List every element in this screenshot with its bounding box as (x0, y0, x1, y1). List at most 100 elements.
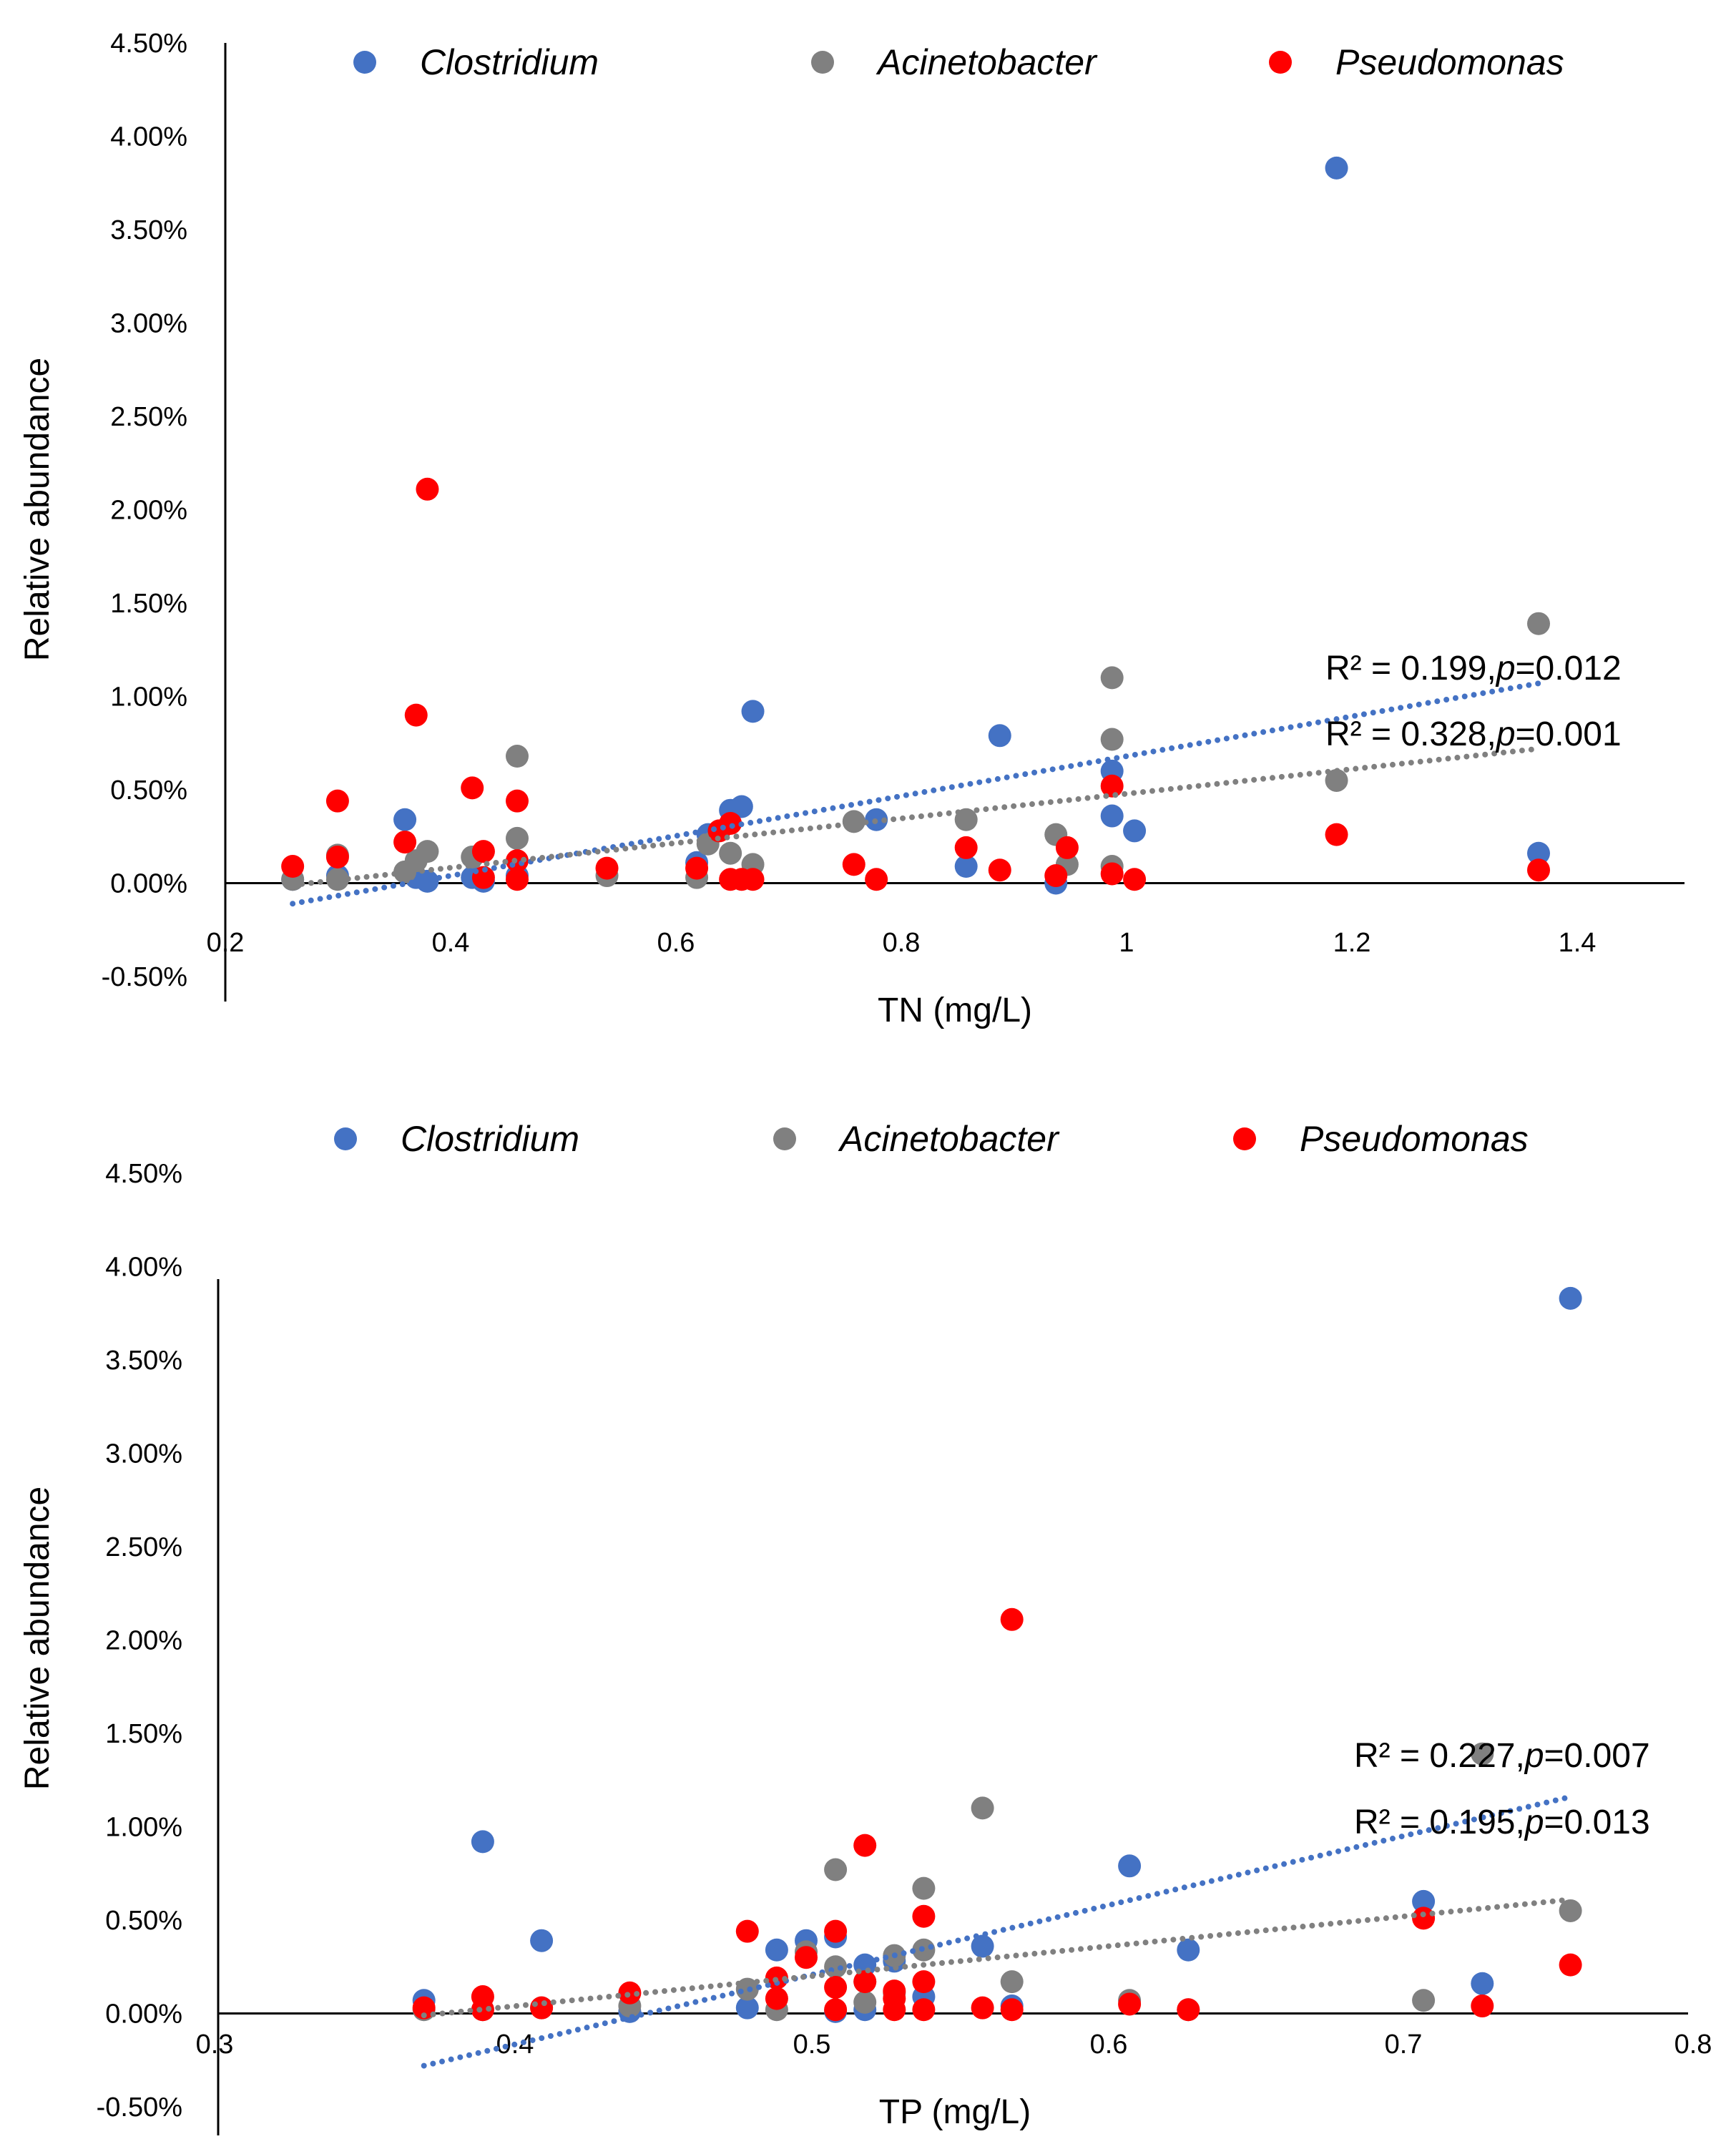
trendline (290, 745, 1541, 889)
data-point (1044, 864, 1068, 888)
data-point (824, 1955, 848, 1979)
legend-label: Clostridium (401, 1119, 579, 1159)
data-point (1123, 819, 1147, 843)
data-point (1527, 841, 1550, 865)
data-point (765, 1987, 788, 2010)
legend-marker (1233, 1127, 1256, 1150)
data-point (971, 1934, 994, 1958)
data-point (506, 826, 529, 850)
data-point (765, 1938, 788, 1962)
data-point (735, 1996, 759, 2020)
y-tick-label: 1.50% (105, 1719, 182, 1749)
y-tick-label: 4.00% (110, 122, 187, 152)
data-point (1123, 868, 1147, 891)
x-tick-label: 0.8 (1674, 2030, 1712, 2060)
data-point (1118, 1854, 1142, 1878)
data-point (1118, 1992, 1142, 2016)
p-value-label: =0.012 (1516, 650, 1622, 687)
p-symbol: p (1495, 650, 1516, 687)
data-point (506, 789, 529, 813)
p-value-label: =0.013 (1544, 1803, 1650, 1841)
data-point (393, 831, 417, 854)
y-tick-label: -0.50% (102, 962, 187, 992)
tn-scatter-chart: -0.50% 0.00% 0.50% 1.00% 1.50% 2.00% 2.50% 3.00… (19, 29, 1684, 1029)
data-point (471, 1830, 494, 1854)
legend-label: Pseudomonas (1335, 42, 1564, 82)
data-point (971, 1996, 994, 2020)
x-tick-label: 1 (1119, 928, 1134, 958)
trendline-annotation: R² = 0.199,p=0.012 (1325, 650, 1622, 687)
data-point (1559, 1953, 1582, 1977)
data-point (1000, 1607, 1024, 1631)
data-point (1412, 1889, 1436, 1913)
data-point (1527, 858, 1550, 882)
data-point (1000, 1998, 1024, 2022)
data-point (741, 700, 765, 723)
data-point (865, 868, 888, 891)
data-point (883, 1998, 906, 2022)
x-axis-label: TP (mg/L) (879, 2093, 1031, 2131)
x-axis-label: TN (mg/L) (878, 992, 1032, 1029)
p-value-label: =0.007 (1544, 1737, 1650, 1775)
data-point (842, 853, 865, 876)
legend-marker (811, 51, 834, 74)
r-squared-label: R² = 0.227, (1354, 1737, 1525, 1775)
x-tick-label: 0.4 (432, 928, 470, 958)
p-symbol: p (1524, 1737, 1544, 1775)
legend-label: Acinetobacter (876, 42, 1098, 82)
data-point (853, 1970, 877, 1994)
data-point (461, 776, 484, 800)
p-value-label: =0.001 (1516, 715, 1622, 753)
y-tick-label: 4.50% (110, 29, 187, 59)
y-tick-label: 0.00% (105, 2000, 182, 2030)
x-tick-label: 1.4 (1559, 928, 1597, 958)
data-point (685, 856, 709, 880)
data-point (530, 1929, 554, 1952)
y-tick-label: 1.00% (110, 682, 187, 713)
data-point (1000, 1970, 1024, 1994)
legend-marker (1269, 51, 1292, 74)
data-point (1412, 1906, 1436, 1930)
x-tick-label: 0.8 (883, 928, 921, 958)
data-point (1527, 612, 1550, 635)
data-point (988, 724, 1011, 748)
y-axis-label: Relative abundance (19, 358, 57, 661)
data-point (393, 808, 417, 831)
data-point (506, 745, 529, 768)
r-squared-label: R² = 0.199, (1325, 650, 1496, 687)
legend-marker (334, 1127, 357, 1150)
tp-scatter-chart: -0.50% 0.00% 0.50% 1.00% 1.50% 2.00% 2.50% 3.00… (19, 1119, 1712, 2135)
legend-label: Acinetobacter (838, 1119, 1060, 1159)
data-point (416, 840, 439, 863)
data-point (719, 841, 742, 865)
data-point (1471, 1994, 1494, 2018)
data-point (824, 1998, 848, 2022)
data-point (1100, 862, 1124, 886)
data-point (912, 1876, 936, 1900)
y-tick-label: 0.00% (110, 869, 187, 899)
r-squared-label: R² = 0.328, (1325, 715, 1496, 753)
data-point (416, 869, 439, 893)
data-point (853, 1990, 877, 2014)
legend-label: Pseudomonas (1300, 1119, 1529, 1159)
data-point (1471, 1972, 1494, 1995)
data-point (471, 1998, 494, 2022)
data-point (971, 1796, 994, 1820)
data-point (735, 1919, 759, 1943)
data-point (824, 1919, 848, 1943)
x-tick-label: 0.6 (657, 928, 695, 958)
data-point (842, 810, 865, 833)
y-axis-label: Relative abundance (19, 1487, 57, 1790)
x-tick-label: 0.5 (793, 2030, 831, 2060)
r-squared-label: R² = 0.195, (1354, 1803, 1525, 1841)
data-point (618, 1981, 642, 2005)
y-tick-label: 2.00% (110, 496, 187, 526)
trendline (421, 1896, 1574, 2019)
data-point (412, 1996, 436, 2020)
y-tick-label: 0.50% (105, 1906, 182, 1936)
data-point (1471, 1742, 1494, 1766)
x-tick-label: 0.3 (196, 2030, 234, 2060)
trendline (290, 680, 1541, 907)
data-point (1100, 804, 1124, 828)
